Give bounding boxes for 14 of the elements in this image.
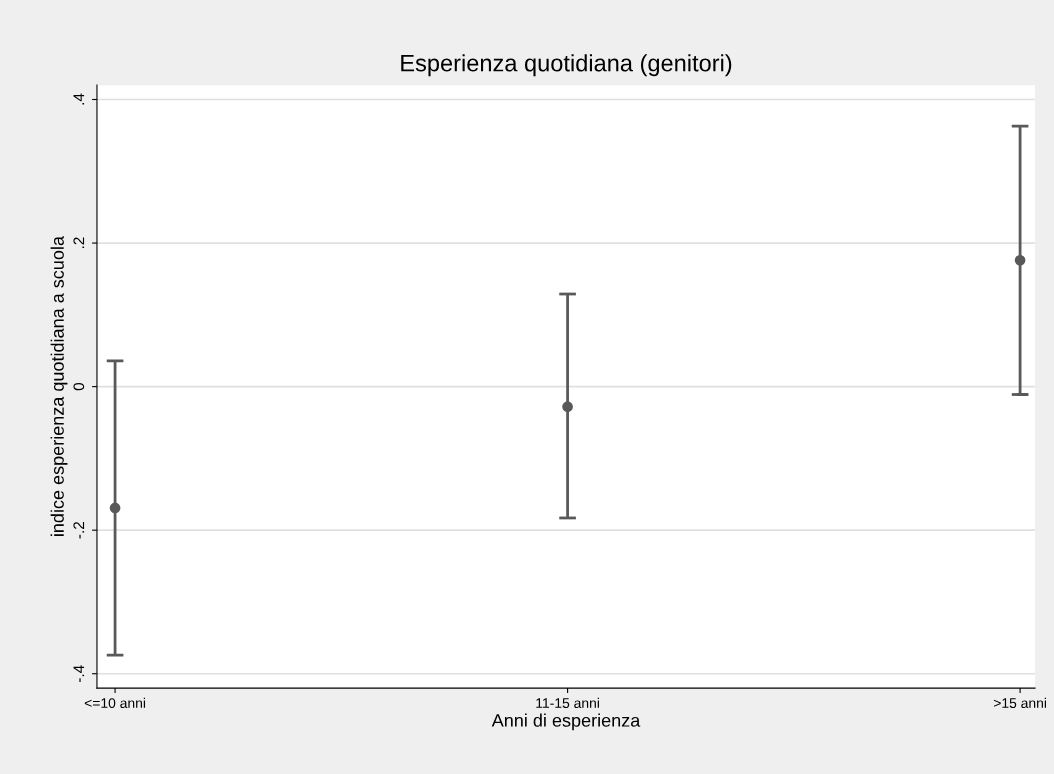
y-tick-label: -.4: [73, 665, 85, 682]
y-tick-label: 0: [73, 382, 85, 391]
x-axis-title: Anni di esperienza: [491, 713, 641, 731]
x-tick-label: <=10 anni: [84, 697, 146, 709]
y-axis-title: indice esperienza quotidiana a scuola: [50, 236, 68, 536]
y-tick-label: -.2: [73, 522, 85, 539]
y-tick-label: .2: [73, 237, 85, 249]
x-tick-label: 11-15 anni: [536, 697, 599, 709]
y-tick-label: .4: [73, 93, 85, 105]
point: [562, 401, 573, 413]
point: [1014, 254, 1026, 266]
chart-title: Esperienza quotidiana (genitori): [401, 54, 732, 77]
x-tick-label: >15 anni: [993, 697, 1046, 709]
point: [109, 502, 121, 514]
